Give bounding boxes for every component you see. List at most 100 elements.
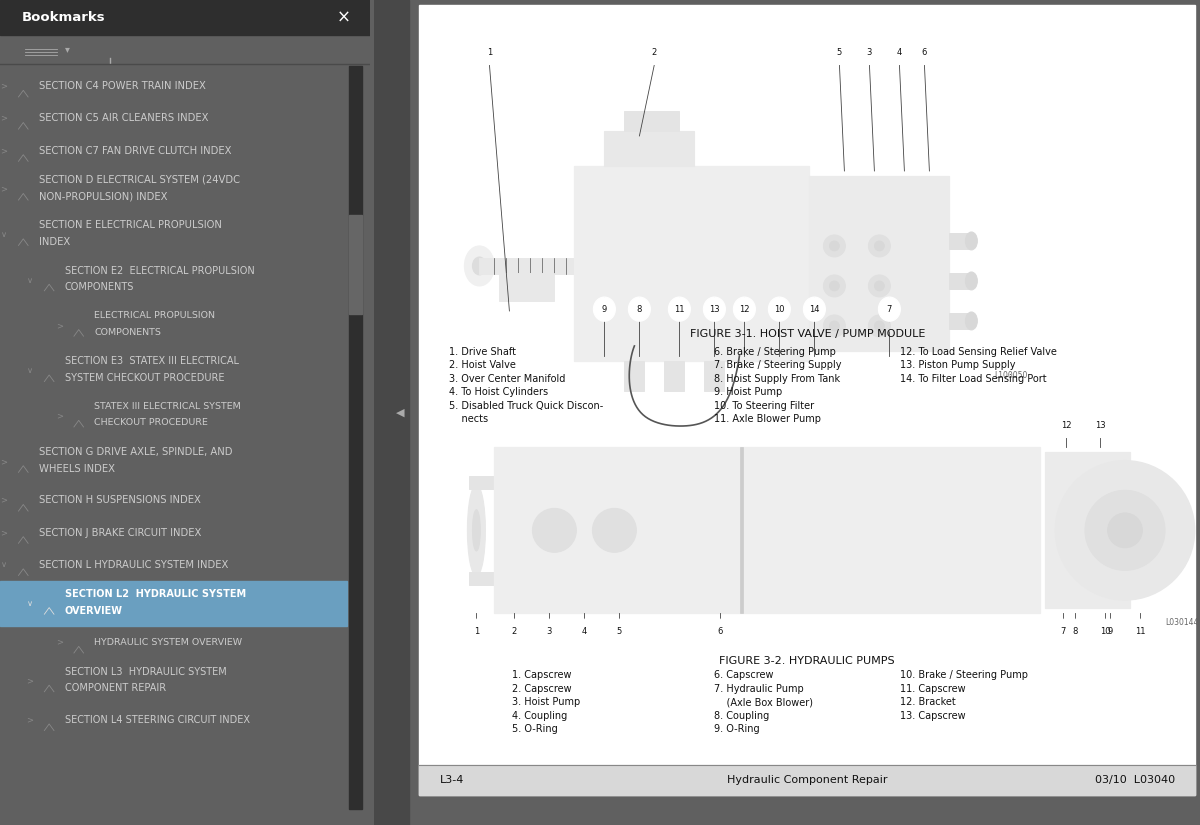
Ellipse shape	[473, 510, 480, 551]
Text: CHECKOUT PROCEDURE: CHECKOUT PROCEDURE	[95, 418, 208, 427]
Text: 12. To Load Sensing Relief Valve: 12. To Load Sensing Relief Valve	[900, 346, 1057, 357]
Ellipse shape	[709, 620, 731, 644]
Text: 8. Hoist Supply From Tank: 8. Hoist Supply From Tank	[714, 374, 840, 384]
Ellipse shape	[875, 321, 884, 331]
Text: SECTION H SUSPENSIONS INDEX: SECTION H SUSPENSIONS INDEX	[38, 495, 200, 506]
Bar	[71, 315, 88, 337]
Bar	[374, 0, 409, 825]
Text: SECTION D ELECTRICAL SYSTEM (24VDC: SECTION D ELECTRICAL SYSTEM (24VDC	[38, 175, 240, 185]
Text: ELECTRICAL PROPULSION: ELECTRICAL PROPULSION	[95, 311, 215, 320]
Ellipse shape	[1090, 413, 1111, 437]
Bar	[14, 451, 31, 473]
Ellipse shape	[1064, 620, 1086, 644]
Text: 1. Capscrew: 1. Capscrew	[512, 670, 572, 681]
Text: 10: 10	[774, 304, 785, 314]
Text: >: >	[0, 528, 7, 537]
Ellipse shape	[574, 620, 595, 644]
Text: 11. Capscrew: 11. Capscrew	[900, 684, 966, 694]
Ellipse shape	[605, 521, 624, 540]
Text: 5. O-Ring: 5. O-Ring	[512, 724, 558, 734]
Text: 13. Piston Pump Supply: 13. Piston Pump Supply	[900, 361, 1015, 370]
Bar	[575, 166, 810, 361]
Bar	[41, 671, 58, 692]
Text: >: >	[0, 457, 7, 466]
Bar	[624, 361, 644, 391]
Bar	[665, 361, 684, 391]
Ellipse shape	[593, 508, 636, 553]
Ellipse shape	[878, 297, 900, 321]
Ellipse shape	[539, 620, 560, 644]
Text: ∨: ∨	[1, 230, 7, 239]
Bar	[499, 273, 554, 301]
Ellipse shape	[466, 620, 487, 644]
Ellipse shape	[464, 246, 494, 286]
Text: 3: 3	[866, 48, 872, 57]
Text: 1: 1	[474, 627, 479, 636]
Text: 13: 13	[709, 304, 720, 314]
Bar	[41, 593, 58, 615]
Text: 4. To Hoist Cylinders: 4. To Hoist Cylinders	[449, 388, 548, 398]
Bar	[469, 572, 494, 585]
Text: 2: 2	[511, 627, 517, 636]
Text: >: >	[55, 321, 62, 330]
Text: 4: 4	[896, 48, 902, 57]
Ellipse shape	[869, 275, 890, 297]
Text: >: >	[0, 82, 7, 91]
Text: SECTION C7 FAN DRIVE CLUTCH INDEX: SECTION C7 FAN DRIVE CLUTCH INDEX	[38, 145, 232, 156]
Text: >: >	[55, 638, 62, 647]
Text: SECTION L2  HYDRAULIC SYSTEM: SECTION L2 HYDRAULIC SYSTEM	[65, 589, 246, 599]
Text: ∨: ∨	[1, 560, 7, 569]
Bar	[14, 224, 31, 246]
Text: Bookmarks: Bookmarks	[22, 11, 106, 24]
Text: STATEX III ELECTRICAL SYSTEM: STATEX III ELECTRICAL SYSTEM	[95, 402, 241, 411]
Text: ∨: ∨	[26, 599, 32, 608]
Text: 3: 3	[547, 627, 552, 636]
Text: >: >	[55, 412, 62, 421]
Ellipse shape	[1148, 518, 1162, 543]
Text: 14: 14	[809, 304, 820, 314]
Text: 12: 12	[1061, 421, 1072, 430]
Ellipse shape	[703, 297, 726, 321]
Text: SECTION C4 POWER TRAIN INDEX: SECTION C4 POWER TRAIN INDEX	[38, 81, 205, 92]
Text: 12: 12	[739, 304, 750, 314]
Text: 8: 8	[1073, 627, 1078, 636]
Text: 9. O-Ring: 9. O-Ring	[714, 724, 760, 734]
Ellipse shape	[1055, 460, 1195, 600]
Bar	[0, 581, 348, 626]
Ellipse shape	[869, 235, 890, 257]
Text: 1: 1	[487, 48, 492, 57]
Bar	[605, 131, 695, 166]
Ellipse shape	[643, 40, 666, 64]
Bar	[14, 490, 31, 512]
Ellipse shape	[1085, 490, 1165, 570]
Ellipse shape	[804, 297, 826, 321]
Text: L030144: L030144	[1165, 618, 1199, 627]
Ellipse shape	[1055, 413, 1078, 437]
Text: SYSTEM CHECKOUT PROCEDURE: SYSTEM CHECKOUT PROCEDURE	[65, 373, 224, 383]
Bar	[949, 313, 970, 329]
Ellipse shape	[533, 508, 576, 553]
Text: (Axle Box Blower): (Axle Box Blower)	[714, 697, 814, 707]
Ellipse shape	[829, 241, 840, 251]
Ellipse shape	[966, 272, 978, 290]
Text: WHEELS INDEX: WHEELS INDEX	[38, 464, 115, 474]
Bar	[494, 447, 1040, 613]
Bar	[71, 632, 88, 653]
Bar	[704, 361, 725, 391]
Bar	[349, 214, 362, 314]
Text: 13: 13	[1094, 421, 1105, 430]
Text: 3. Hoist Pump: 3. Hoist Pump	[512, 697, 581, 707]
Bar	[14, 107, 31, 129]
Ellipse shape	[545, 521, 564, 540]
Text: >: >	[0, 146, 7, 155]
Text: SECTION L3  HYDRAULIC SYSTEM: SECTION L3 HYDRAULIC SYSTEM	[65, 667, 227, 676]
Bar	[810, 176, 949, 351]
Bar	[41, 361, 58, 382]
Ellipse shape	[823, 235, 846, 257]
Ellipse shape	[828, 40, 851, 64]
Text: 8. Coupling: 8. Coupling	[714, 711, 769, 721]
Text: 7. Brake / Steering Supply: 7. Brake / Steering Supply	[714, 361, 841, 370]
Ellipse shape	[668, 297, 690, 321]
Text: HYDRAULIC SYSTEM OVERVIEW: HYDRAULIC SYSTEM OVERVIEW	[95, 638, 242, 647]
Ellipse shape	[594, 297, 616, 321]
